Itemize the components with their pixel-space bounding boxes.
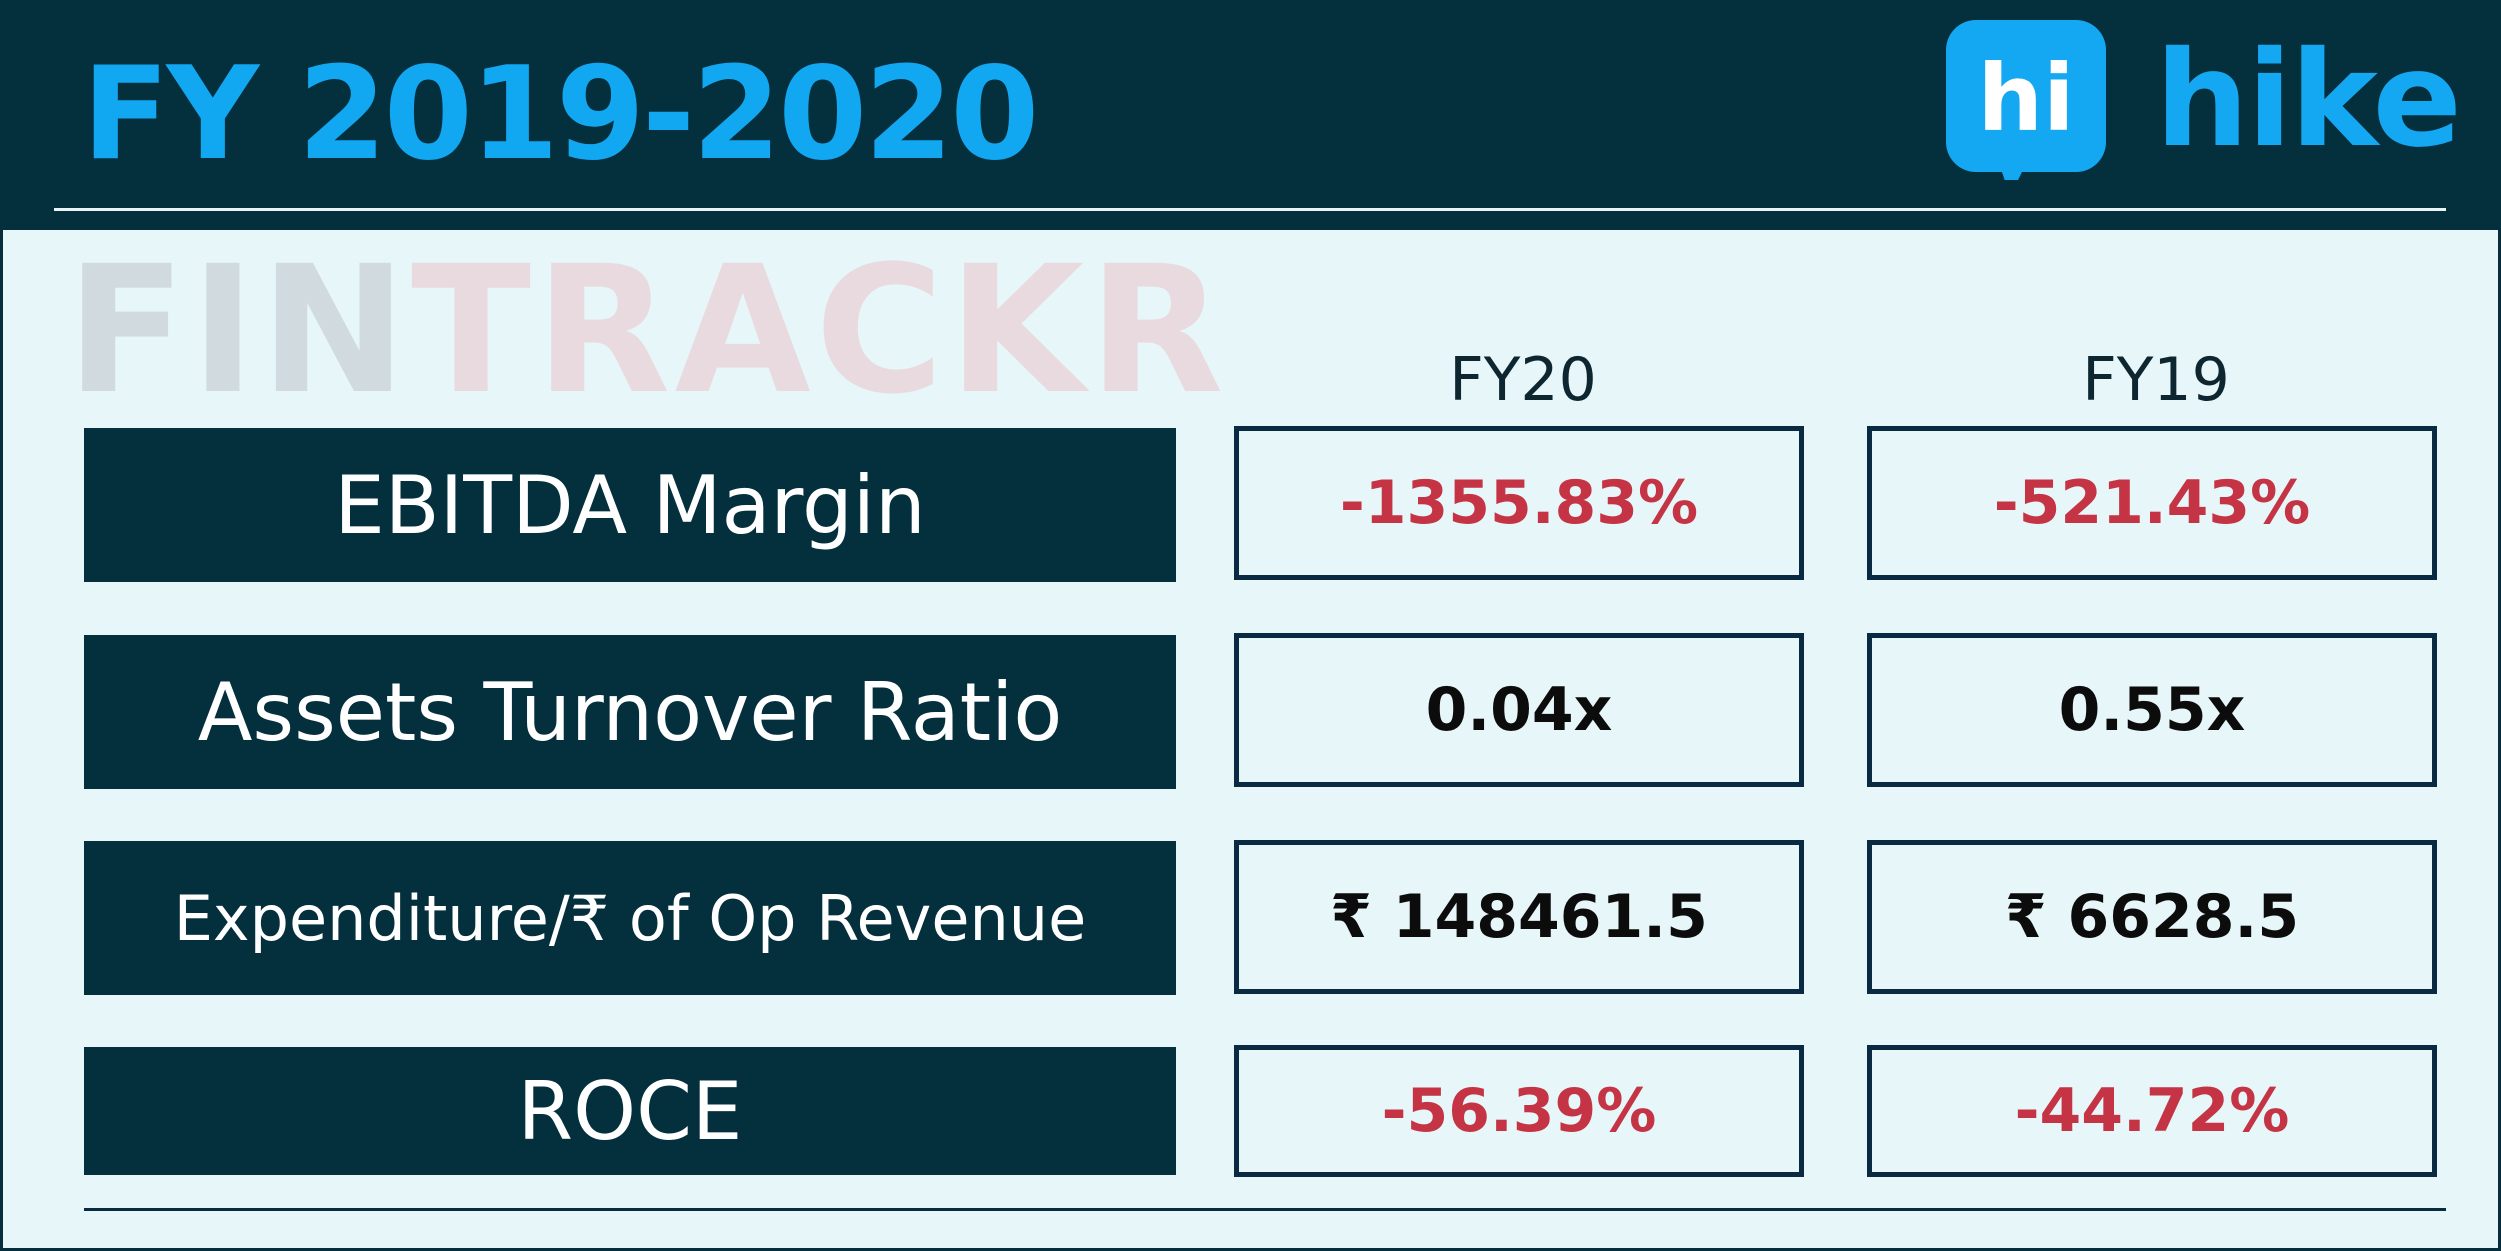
fintrackr-watermark: FINTRACKR xyxy=(66,236,1228,426)
ebitda-margin-fy19-value: -521.43% xyxy=(1867,426,2437,580)
column-header-fy19: FY19 xyxy=(2082,345,2230,415)
page-title: FY 2019-2020 xyxy=(82,40,1039,189)
roce-fy20-value: -56.39% xyxy=(1234,1045,1804,1177)
ebitda-margin-fy20-value: -1355.83% xyxy=(1234,426,1804,580)
hike-badge-text: hi xyxy=(1977,45,2074,152)
header-bar: FY 2019-2020 hi hike xyxy=(0,0,2501,230)
expenditure-fy19-value: ₹ 6628.5 xyxy=(1867,840,2437,994)
watermark-part-trackr: TRACKR xyxy=(411,228,1228,433)
column-header-fy20: FY20 xyxy=(1449,345,1597,415)
hike-chat-bubble-icon: hi xyxy=(1946,20,2106,180)
assets-turnover-fy20-value: 0.04x xyxy=(1234,633,1804,787)
row-label-assets-turnover-ratio: Assets Turnover Ratio xyxy=(84,635,1176,789)
watermark-part-fin: FIN xyxy=(66,228,412,433)
expenditure-fy20-value: ₹ 148461.5 xyxy=(1234,840,1804,994)
row-label-roce: ROCE xyxy=(84,1047,1176,1175)
header-divider xyxy=(54,208,2446,211)
row-label-ebitda-margin: EBITDA Margin xyxy=(84,428,1176,582)
bottom-divider xyxy=(84,1208,2446,1211)
assets-turnover-fy19-value: 0.55x xyxy=(1867,633,2437,787)
row-label-expenditure-per-rupee: Expenditure/₹ of Op Revenue xyxy=(84,841,1176,995)
roce-fy19-value: -44.72% xyxy=(1867,1045,2437,1177)
hike-logo-text: hike xyxy=(2155,23,2462,177)
